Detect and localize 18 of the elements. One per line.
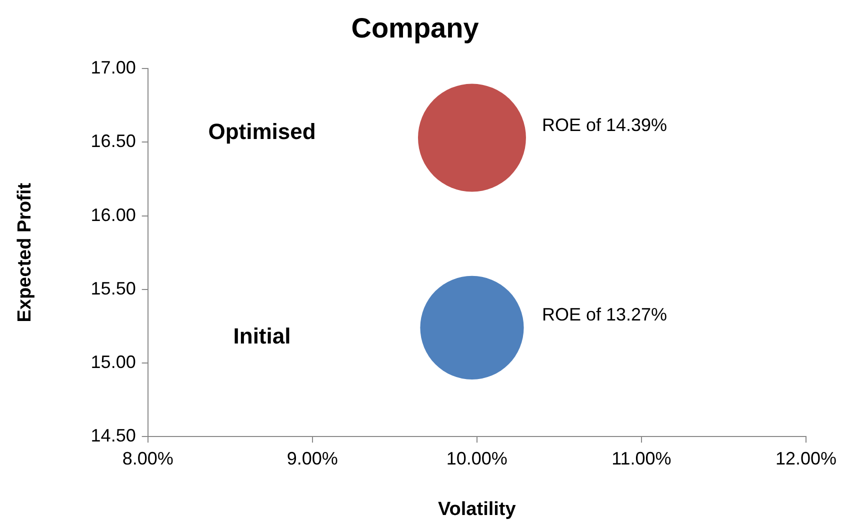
y-tick-label: 15.00: [90, 352, 136, 372]
x-tick-label: 9.00%: [286, 448, 338, 468]
y-tick-label: 17.00: [90, 58, 136, 78]
x-tick-label: 11.00%: [612, 448, 672, 468]
y-tick-label: 16.50: [90, 131, 136, 152]
y-tick-label: 16.00: [90, 204, 136, 225]
y-tick-label: 15.50: [90, 278, 136, 298]
annotation: Initial: [233, 324, 291, 349]
chart-title: Company: [351, 12, 480, 44]
x-tick-label: 8.00%: [122, 448, 174, 468]
x-tick-label: 10.00%: [446, 448, 508, 468]
x-axis-title: Volatility: [438, 498, 516, 520]
annotation: ROE of 13.27%: [542, 304, 668, 325]
y-tick-label: 14.50: [90, 426, 136, 446]
x-tick-label: 12.00%: [775, 448, 837, 468]
annotation: ROE of 14.39%: [542, 114, 668, 135]
annotation: Optimised: [208, 118, 316, 144]
y-axis-title: Expected Profit: [14, 182, 36, 322]
